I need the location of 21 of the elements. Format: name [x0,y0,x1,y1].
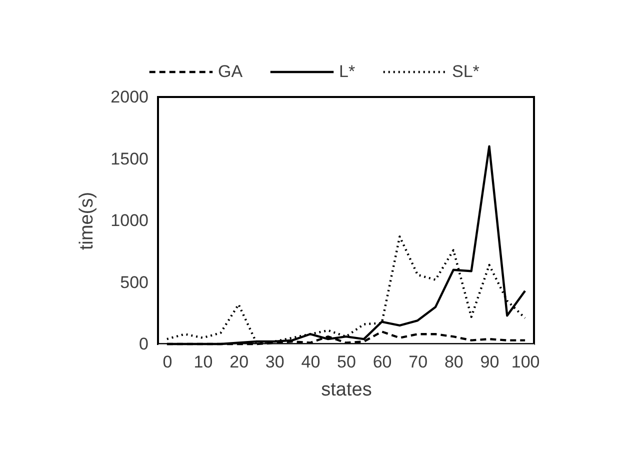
y-tick-label: 2000 [110,88,148,106]
y-tick-label: 1000 [110,211,148,230]
legend-label: SL* [452,62,480,81]
x-tick-label: 40 [301,352,320,372]
x-tick-label: 80 [444,352,464,372]
legend-label: L* [339,62,356,81]
x-tick-label: 10 [194,352,213,372]
x-tick-label: 60 [372,352,392,372]
x-tick-label: 90 [480,352,500,372]
y-tick-label: 1500 [110,149,148,168]
y-axis-title: time(s) [76,192,98,250]
x-axis-title: states [321,380,372,400]
x-tick-label: 20 [230,352,249,372]
x-tick-label: 70 [408,352,428,372]
x-tick-label: 50 [337,352,356,372]
x-tick-label: 100 [511,352,540,372]
x-tick-label: 30 [265,352,284,372]
y-tick-label: 500 [120,272,148,292]
legend-label: GA [218,62,244,81]
y-tick-label: 0 [139,334,148,354]
x-tick-label: 0 [162,352,172,372]
